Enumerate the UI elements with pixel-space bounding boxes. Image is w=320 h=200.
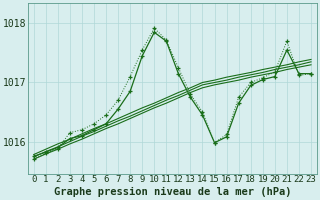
X-axis label: Graphe pression niveau de la mer (hPa): Graphe pression niveau de la mer (hPa) — [53, 187, 291, 197]
